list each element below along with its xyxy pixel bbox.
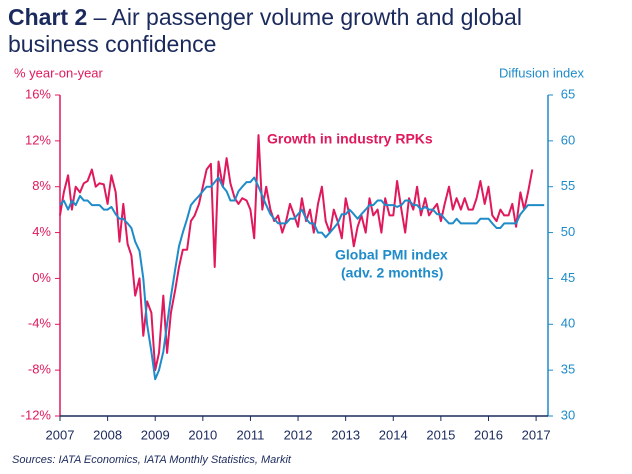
y-tick-label: -8%	[28, 362, 52, 377]
y2-tick-label: 45	[561, 270, 575, 285]
series-label: Growth in industry RPKs	[267, 131, 433, 147]
y2-tick-label: 30	[561, 407, 575, 422]
x-tick-label: 2007	[46, 427, 75, 442]
title-label: Chart 2	[8, 4, 88, 30]
series-line	[59, 134, 534, 372]
y-tick-label: 0%	[32, 270, 51, 285]
y2-axis-label: Diffusion index	[499, 65, 585, 80]
series-line	[59, 176, 545, 381]
y-tick-label: 16%	[25, 86, 51, 101]
x-tick-label: 2009	[141, 427, 170, 442]
y-tick-label: -12%	[21, 407, 52, 422]
x-tick-label: 2012	[284, 427, 313, 442]
x-tick-label: 2008	[93, 427, 122, 442]
x-tick-label: 2013	[331, 427, 360, 442]
y-tick-label: 12%	[25, 132, 51, 147]
y-axis-label: % year-on-year	[14, 65, 104, 80]
y2-tick-label: 55	[561, 178, 575, 193]
title-text: – Air passenger volume growth and global…	[8, 4, 522, 57]
x-tick-label: 2011	[236, 427, 264, 442]
y2-tick-label: 35	[561, 362, 575, 377]
y2-tick-label: 60	[561, 132, 575, 147]
x-tick-label: 2015	[426, 427, 455, 442]
x-tick-label: 2016	[474, 427, 503, 442]
y-tick-label: 4%	[32, 224, 51, 239]
y-tick-label: -4%	[28, 316, 52, 331]
y2-tick-label: 50	[561, 224, 575, 239]
x-tick-label: 2014	[379, 427, 408, 442]
y2-tick-label: 40	[561, 316, 575, 331]
x-tick-label: 2017	[522, 427, 551, 442]
chart-title: Chart 2 – Air passenger volume growth an…	[8, 4, 618, 58]
x-tick-label: 2010	[188, 427, 217, 442]
y-tick-label: 8%	[32, 178, 51, 193]
series-label: Global PMI index	[335, 247, 448, 263]
series-note: (adv. 2 months)	[341, 265, 443, 281]
y2-tick-label: 65	[561, 86, 575, 101]
source: Sources: IATA Economics, IATA Monthly St…	[12, 454, 292, 466]
